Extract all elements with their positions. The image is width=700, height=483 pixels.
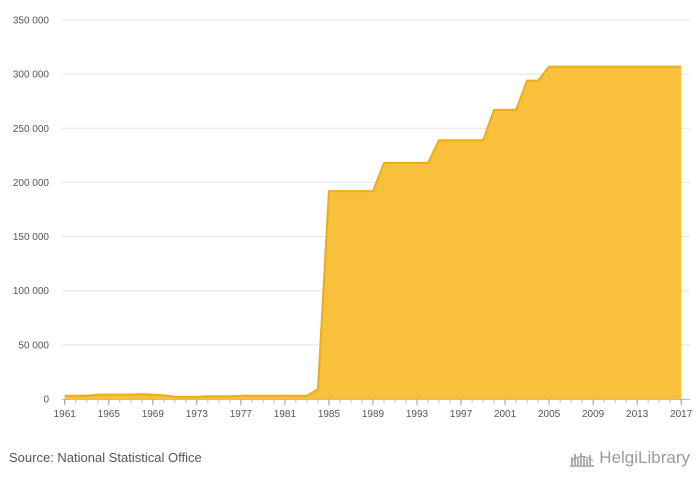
- x-tick-label: 1993: [406, 409, 429, 420]
- helgi-library-logo-icon: [570, 453, 595, 467]
- y-tick-label: 300 000: [13, 70, 50, 81]
- x-tick-label: 1997: [450, 409, 473, 420]
- x-tick-label: 2001: [494, 409, 517, 420]
- x-tick-label: 1965: [98, 409, 121, 420]
- area-chart: 0 50 000 100 000 150 000 200 000 250 000 300 0…: [13, 16, 693, 421]
- x-tick-label: 2013: [626, 409, 649, 420]
- x-tick-label: 1985: [318, 409, 341, 420]
- y-tick-label: 150 000: [13, 232, 50, 243]
- x-tick-label: 1973: [186, 409, 209, 420]
- x-tick-label: 2009: [582, 409, 605, 420]
- y-tick-label: 200 000: [13, 178, 50, 189]
- y-tick-label: 0: [43, 395, 49, 406]
- x-tick-label: 2005: [538, 409, 561, 420]
- x-tick-label: 1977: [230, 409, 253, 420]
- x-tick-label: 1981: [274, 409, 297, 420]
- series-line: [64, 65, 682, 398]
- x-tick-label: 1989: [362, 409, 385, 420]
- plot-area: [64, 65, 682, 399]
- x-tick-label: 1969: [142, 409, 165, 420]
- source-note: Source: National Statistical Office: [9, 450, 202, 465]
- x-tick-label: 1961: [54, 409, 77, 420]
- y-tick-label: 100 000: [13, 286, 50, 297]
- y-tick-label: 50 000: [18, 340, 49, 351]
- x-tick-label: 2017: [670, 409, 693, 420]
- series-area: [64, 66, 682, 399]
- y-tick-label: 250 000: [13, 124, 50, 135]
- brand-logo[interactable]: HelgiLibrary: [569, 448, 690, 468]
- x-axis-labels: 1961 1965 1969 1973 1977 1981 1985 1989 1993 1997…: [54, 409, 693, 420]
- y-tick-label: 350 000: [13, 16, 50, 27]
- brand-name: HelgiLibrary: [599, 448, 690, 467]
- y-axis-labels: 0 50 000 100 000 150 000 200 000 250 000 300 0…: [13, 16, 50, 406]
